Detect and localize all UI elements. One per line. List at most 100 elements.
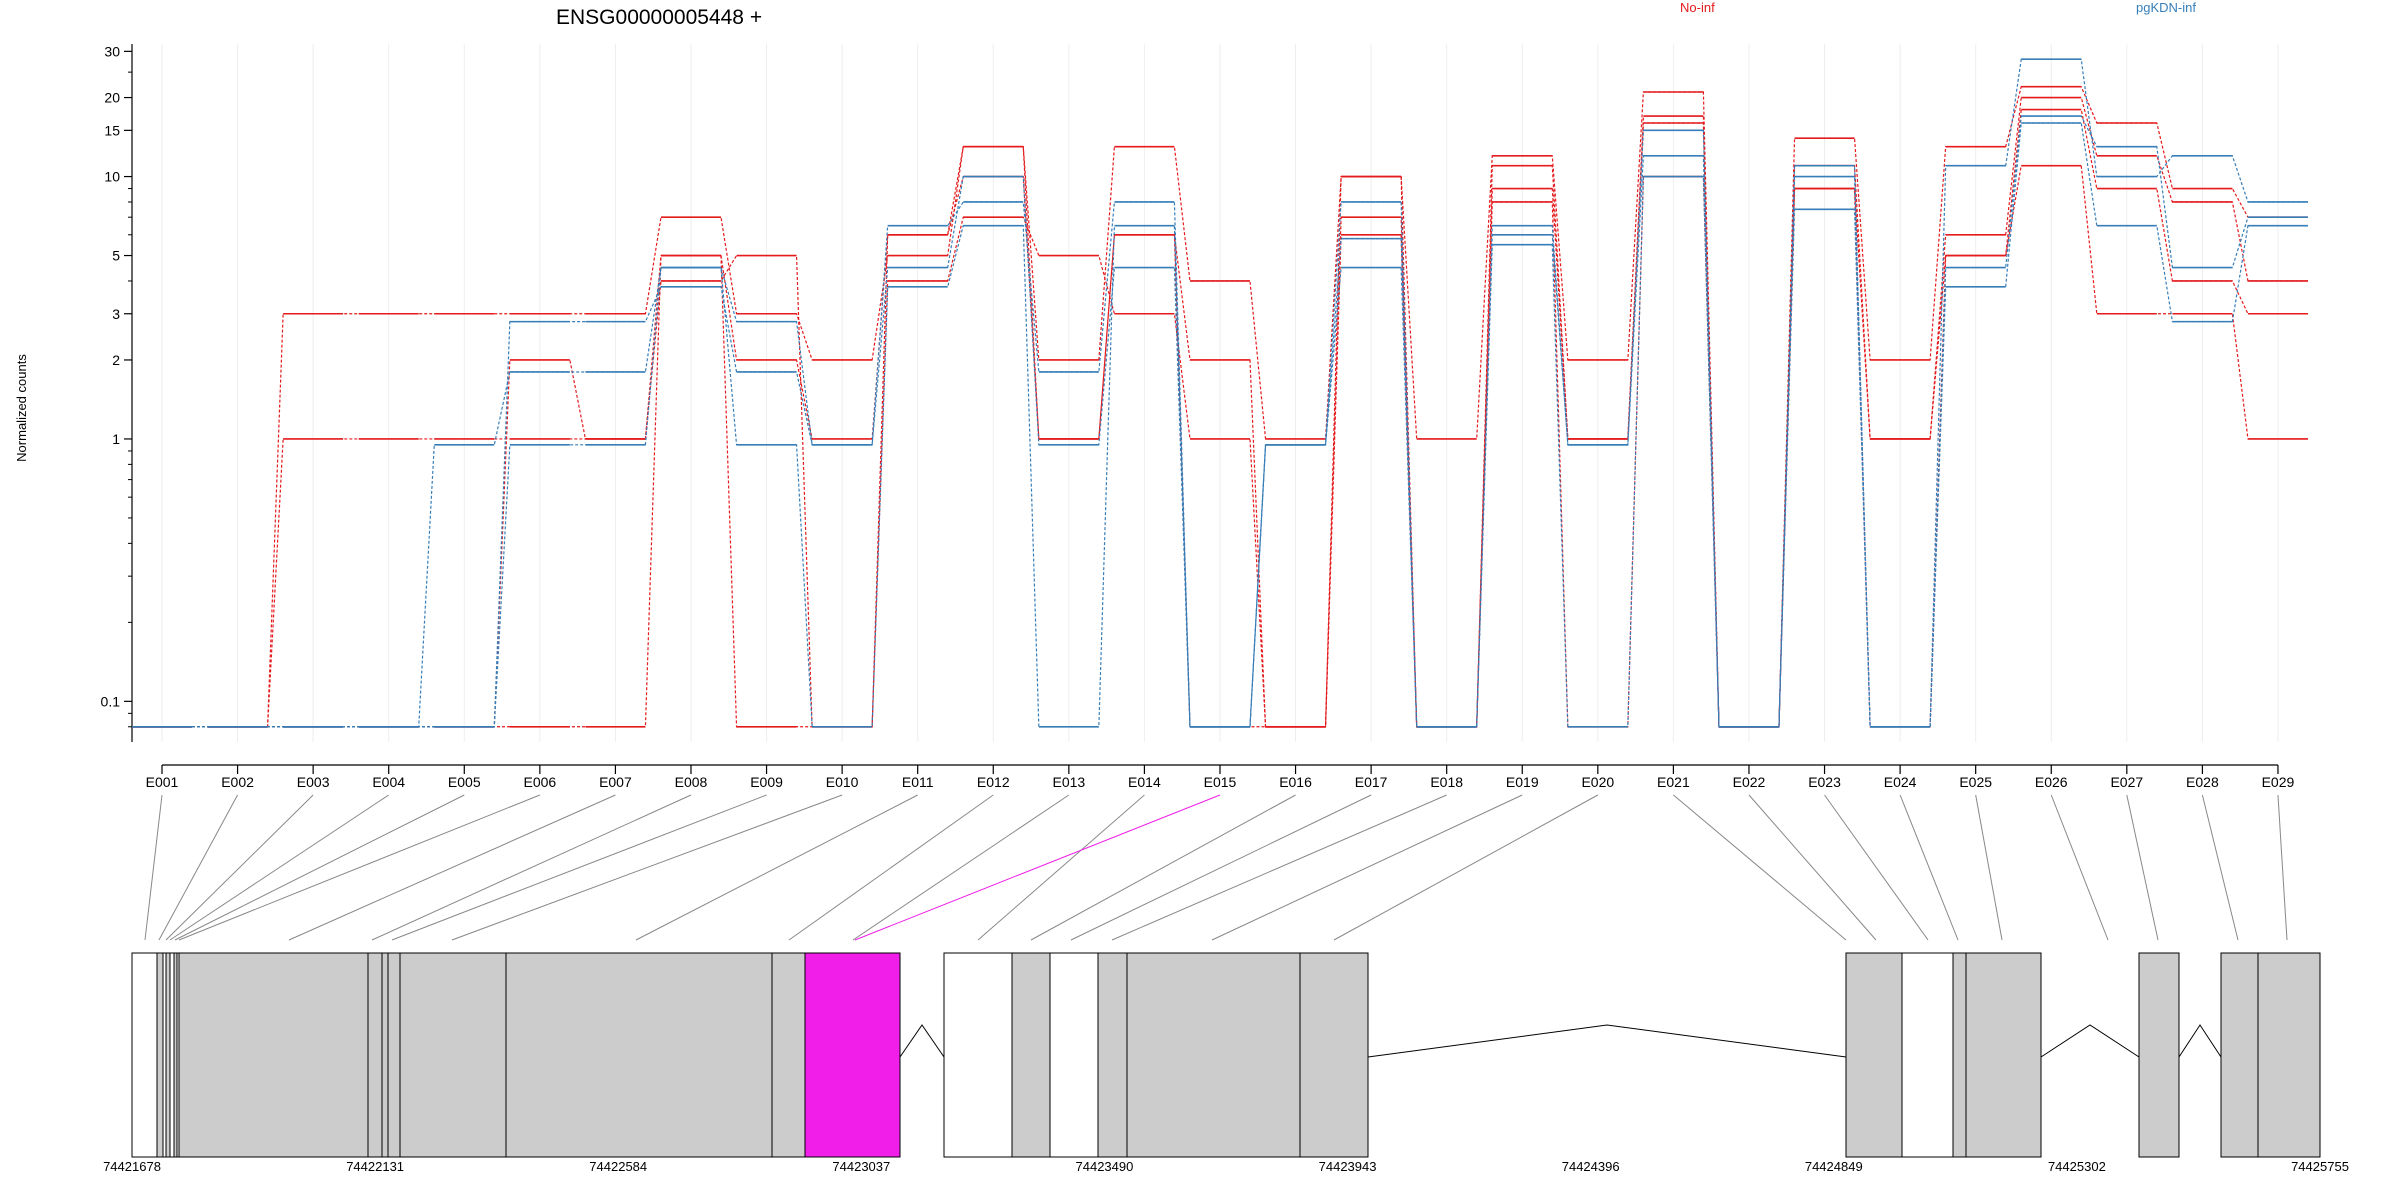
x-tick-label: E023 [1808,774,1841,790]
exon-connector [288,794,616,941]
exon-block [771,952,806,1158]
exon-connector [1070,794,1372,941]
exon-block [1011,952,1051,1158]
x-tick-label: E015 [1204,774,1237,790]
x-tick-label: E010 [826,774,859,790]
exon-connector [1333,794,1599,941]
coordinate-label: 74424849 [1805,1159,1863,1174]
x-tick-label: E016 [1279,774,1312,790]
x-tick-label: E028 [2186,774,2219,790]
x-tick-label: E003 [297,774,330,790]
coordinate-label: 74422131 [346,1159,404,1174]
exon-block [1965,952,2042,1158]
series-line [132,115,2308,728]
exon-block [1952,952,1967,1158]
exon-connector [451,794,843,941]
exon-connector [852,794,1070,941]
exon-block [178,952,369,1158]
exon-connector [144,794,163,941]
x-tick-label: E025 [1959,774,1992,790]
x-tick-label: E005 [448,774,481,790]
exon-block [2220,952,2259,1158]
x-tick-label: E029 [2262,774,2295,790]
y-tick-label: 20 [104,90,120,106]
coordinate-label: 74422584 [589,1159,647,1174]
x-tick-label: E022 [1733,774,1766,790]
y-tick-label: 15 [104,122,120,138]
y-tick-label: 5 [112,248,120,264]
x-tick-label: E007 [599,774,632,790]
x-tick-label: E001 [146,774,179,790]
exon-connector-lines [144,794,2288,941]
coordinate-label: 74423943 [1319,1159,1377,1174]
exon-connector [2201,794,2239,941]
y-axis: 0.1 1 2 3 5 10 15 20 30 [101,43,133,742]
exon-block [1049,952,1099,1158]
exon-connector [169,794,389,941]
exon-connector [854,794,1221,941]
exon-block [2138,952,2180,1158]
x-tick-label: E024 [1884,774,1917,790]
legend-label-pgkdn-inf: pgKDN-inf [2136,0,2196,15]
x-tick-label: E027 [2110,774,2143,790]
x-tick-label: E013 [1052,774,1085,790]
exon-connector [2277,794,2288,941]
exon-block [131,952,158,1158]
exon-block [1845,952,1903,1158]
coordinate-label: 74425755 [2291,1159,2349,1174]
exon-connector [977,794,1145,941]
chart-title: ENSG00000005448 + [556,6,762,29]
exon-block [943,952,1013,1158]
exon-connector [178,794,541,941]
exon-connector [1975,794,2003,941]
exon-connector [635,794,918,941]
exon-block [1901,952,1954,1158]
exon-block [165,952,171,1158]
exon-block [387,952,401,1158]
series-lines [132,58,2308,728]
exon-connector [2126,794,2159,941]
intron-line [2040,1024,2140,1058]
exon-connector [1673,794,1847,941]
exon-connector [2050,794,2109,941]
x-tick-label: E017 [1355,774,1388,790]
x-tick-label: E014 [1128,774,1161,790]
x-tick-label: E019 [1506,774,1539,790]
x-tick-label: E006 [523,774,556,790]
exon-connector [391,794,767,941]
vertical-gridlines [161,44,2279,742]
exon-connector [1111,794,1447,941]
y-tick-label: 3 [112,306,120,322]
exon-block [1126,952,1301,1158]
x-tick-label: E009 [750,774,783,790]
x-tick-label: E012 [977,774,1010,790]
y-tick-label: 0.1 [101,693,121,709]
series-line [132,86,2308,728]
series-6 [132,122,2308,728]
x-tick-label: E004 [372,774,405,790]
exon-connector [1899,794,1959,941]
coordinate-label: 74423037 [832,1159,890,1174]
exon-connector [1748,794,1877,941]
gene-model [131,952,2321,1158]
exon-connector [371,794,692,941]
exon-connector [1824,794,1929,941]
exon-connector [165,794,314,941]
y-tick-label: 30 [104,43,120,59]
exon-block [399,952,507,1158]
legend-label-no-inf: No-inf [1680,0,1715,15]
coordinate-label: 74425302 [2048,1159,2106,1174]
series-line [132,122,2308,728]
coordinate-label: 74423490 [1076,1159,1134,1174]
exon-block [1097,952,1128,1158]
x-tick-label: E002 [221,774,254,790]
exon-block [505,952,773,1158]
y-tick-label: 10 [104,169,120,185]
y-tick-label: 1 [112,431,120,447]
y-axis-label: Normalized counts [14,354,29,462]
coordinate-label: 74421678 [103,1159,161,1174]
x-tick-label: E011 [902,774,934,790]
x-tick-label: E008 [675,774,708,790]
series-line [132,58,2308,728]
